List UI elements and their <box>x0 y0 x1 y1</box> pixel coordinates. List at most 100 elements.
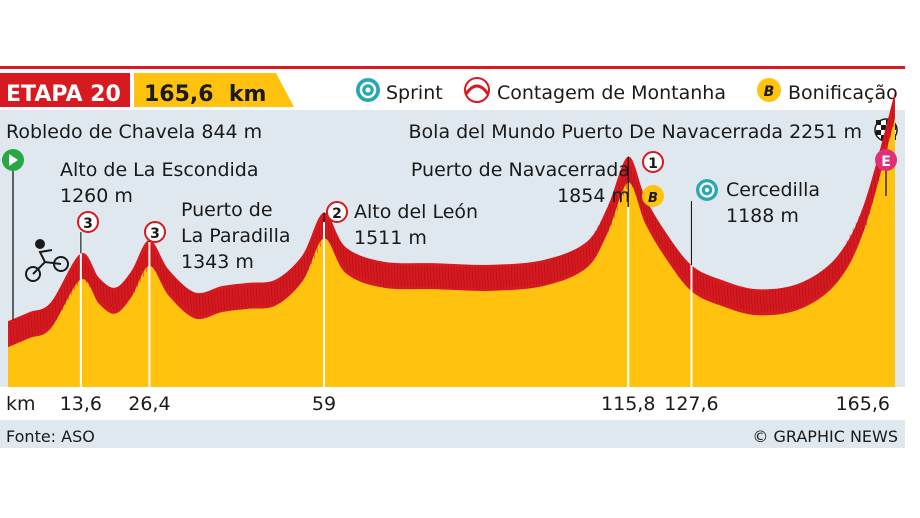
band-texture-stroke <box>162 263 165 285</box>
bonus-letter: B <box>648 191 658 206</box>
band-texture-stroke <box>666 237 669 259</box>
band-texture-stroke <box>381 264 384 286</box>
band-texture-stroke <box>453 266 456 288</box>
finish-marker: E <box>875 149 897 196</box>
band-texture-stroke <box>774 289 777 311</box>
band-texture-stroke <box>726 284 729 306</box>
band-texture-stroke <box>360 255 363 278</box>
band-texture-stroke <box>324 217 327 239</box>
band-texture-stroke <box>171 275 174 297</box>
band-texture-stroke <box>552 259 555 281</box>
band-texture-stroke <box>291 267 294 289</box>
sprint-icon-dot <box>704 187 710 193</box>
band-texture-stroke <box>267 283 270 305</box>
band-texture-stroke <box>192 293 195 315</box>
climb-legend: Contagem de Montanha <box>464 77 726 104</box>
band-texture-stroke <box>450 266 453 288</box>
bonus-legend: B Bonificação <box>757 78 898 104</box>
band-texture-stroke <box>621 174 624 196</box>
band-texture-stroke <box>399 265 402 287</box>
band-texture-stroke <box>348 251 351 273</box>
band-texture-stroke <box>363 257 366 279</box>
band-texture-stroke <box>807 280 810 302</box>
band-texture-stroke <box>165 268 168 290</box>
finish-label: Bola del Mundo Puerto De Navacerrada 225… <box>409 121 863 143</box>
band-texture-stroke <box>462 267 465 289</box>
band-texture-stroke <box>777 289 780 311</box>
band-texture-stroke <box>603 215 606 237</box>
band-texture-stroke <box>27 315 30 337</box>
band-texture-stroke <box>525 264 528 286</box>
top-rule <box>0 66 905 69</box>
band-texture-stroke <box>564 254 567 276</box>
band-texture-stroke <box>801 284 804 306</box>
band-texture-stroke <box>30 314 33 336</box>
band-texture-stroke <box>258 284 261 306</box>
band-texture-stroke <box>678 252 681 274</box>
profile-area <box>8 117 895 387</box>
band-texture-stroke <box>48 306 51 328</box>
sprint-icon-ring <box>699 182 715 198</box>
alto-leon-name: Alto del León <box>354 201 478 223</box>
finish-icon-square <box>876 120 881 125</box>
band-texture-stroke <box>279 278 282 300</box>
band-texture-stroke <box>345 250 348 272</box>
climb-icon <box>464 77 490 103</box>
band-texture-stroke <box>540 263 543 285</box>
band-texture-stroke <box>123 281 126 303</box>
band-texture-stroke <box>510 265 513 287</box>
band-texture-stroke <box>804 282 807 304</box>
band-texture-stroke <box>243 286 246 308</box>
band-texture-stroke <box>156 254 159 276</box>
band-texture-stroke <box>138 260 141 282</box>
band-texture-stroke <box>555 257 558 279</box>
band-texture-stroke <box>762 291 765 313</box>
band-texture-stroke <box>852 228 855 250</box>
finish-marker-icon <box>875 149 897 171</box>
band-texture-stroke <box>198 294 201 316</box>
band-texture-stroke <box>816 273 819 295</box>
band-texture-stroke <box>780 288 783 310</box>
band-texture-stroke <box>375 261 378 283</box>
band-texture-stroke <box>63 283 66 305</box>
x-tick-label: 165,6 <box>836 393 890 415</box>
band-texture-stroke <box>606 210 609 232</box>
puerto-navacerrada-altitude: 1854 m <box>557 185 630 207</box>
band-texture-stroke <box>759 291 762 314</box>
puerto-paradilla-name-1: Puerto de <box>181 199 273 221</box>
footer-band <box>0 420 905 448</box>
band-texture-stroke <box>426 265 429 287</box>
band-texture-stroke <box>81 257 84 280</box>
band-texture-stroke <box>216 290 219 312</box>
puerto-paradilla-altitude: 1343 m <box>181 251 254 273</box>
band-texture-stroke <box>549 260 552 282</box>
band-texture-stroke <box>432 266 435 288</box>
band-texture-stroke <box>519 265 522 287</box>
band-texture-stroke <box>174 278 177 300</box>
x-tick-label: 59 <box>312 393 336 415</box>
band-texture-stroke <box>687 263 690 285</box>
band-texture-stroke <box>153 250 156 272</box>
band-texture-stroke <box>708 276 711 298</box>
band-texture-stroke <box>729 285 732 307</box>
band-texture-stroke <box>186 288 189 310</box>
band-texture-stroke <box>888 116 891 138</box>
alto-escondida-altitude: 1260 m <box>60 185 133 207</box>
climb-badge-escondida: 3 <box>77 211 99 233</box>
band-texture-stroke <box>180 283 183 305</box>
band-texture-stroke <box>648 207 651 229</box>
climb-legend-label: Contagem de Montanha <box>497 82 726 104</box>
band-texture-stroke <box>207 292 210 314</box>
band-texture-stroke <box>576 248 579 271</box>
band-texture-stroke <box>270 283 273 305</box>
band-texture-stroke <box>225 288 228 310</box>
band-texture-stroke <box>456 266 459 288</box>
band-texture-stroke <box>822 269 825 291</box>
band-texture-stroke <box>744 288 747 310</box>
band-texture-stroke <box>717 281 720 303</box>
x-axis-label: km <box>6 393 36 415</box>
sprint-icon-ring <box>359 81 377 99</box>
band-texture-stroke <box>786 287 789 309</box>
band-texture-stroke <box>336 236 339 258</box>
